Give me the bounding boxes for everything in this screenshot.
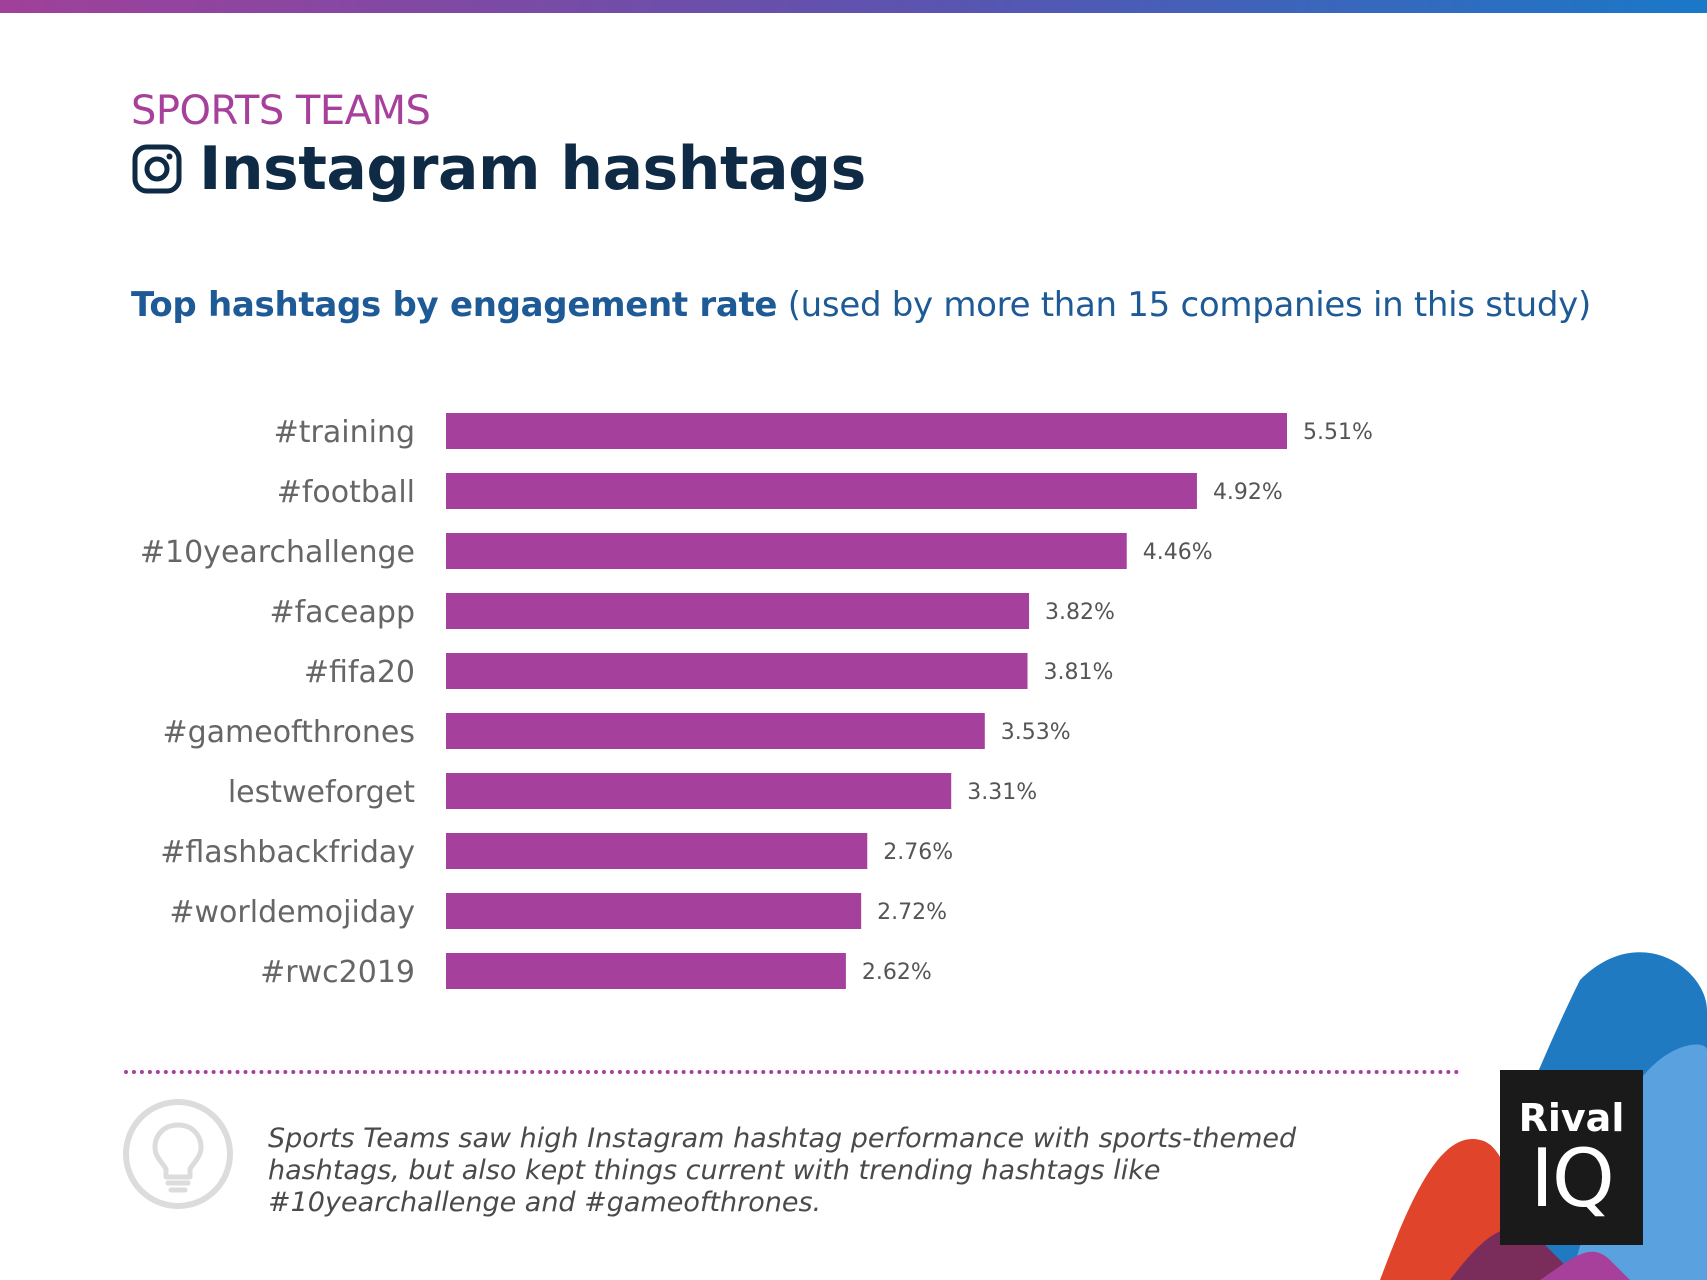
- value-label: 2.62%: [862, 960, 932, 985]
- dotted-divider: [124, 1070, 1460, 1074]
- category-label: #fifa20: [304, 655, 415, 690]
- category-label: #football: [277, 475, 415, 510]
- bar: [446, 833, 868, 869]
- subtitle-rest: (used by more than 15 companies in this …: [777, 285, 1592, 325]
- category-label: #10yearchallenge: [140, 535, 415, 570]
- chart-subtitle: Top hashtags by engagement rate (used by…: [131, 285, 1591, 325]
- category-label: #training: [274, 415, 415, 450]
- value-label: 4.92%: [1213, 480, 1283, 505]
- value-label: 5.51%: [1303, 420, 1373, 445]
- value-label: 3.53%: [1001, 720, 1071, 745]
- logo-line2: IQ: [1530, 1132, 1615, 1225]
- bar: [446, 533, 1127, 569]
- bar: [446, 893, 862, 929]
- category-label: #rwc2019: [260, 955, 415, 990]
- category-label: #worldemojiday: [169, 895, 415, 930]
- value-label: 2.72%: [877, 900, 947, 925]
- lightbulb-icon: [123, 1099, 233, 1209]
- value-label: 4.46%: [1143, 540, 1213, 565]
- bar: [446, 773, 952, 809]
- bar: [446, 713, 985, 749]
- value-label: 2.76%: [883, 840, 953, 865]
- bar-chart: #training 5.51% #football 4.92% #10yearchall…: [140, 413, 1373, 990]
- bar: [446, 473, 1197, 509]
- subtitle-bold: Top hashtags by engagement rate: [131, 285, 778, 325]
- rival-iq-logo: Rival IQ: [1500, 1070, 1643, 1245]
- bar: [446, 413, 1287, 449]
- logo-line1: Rival: [1518, 1096, 1625, 1140]
- bar: [446, 953, 846, 989]
- title-row: Instagram hashtags: [131, 134, 866, 204]
- category-label: lestweforget: [228, 775, 415, 810]
- category-eyebrow: SPORTS TEAMS: [131, 88, 431, 134]
- instagram-icon: [132, 144, 182, 194]
- insight-note: Sports Teams saw high Instagram hashtag …: [268, 1123, 1297, 1218]
- category-label: #flashbackfriday: [160, 835, 415, 870]
- value-label: 3.81%: [1044, 660, 1114, 685]
- page-title: Instagram hashtags: [199, 134, 866, 204]
- top-gradient-bar: [0, 0, 1707, 13]
- value-label: 3.31%: [967, 780, 1037, 805]
- bar: [446, 653, 1028, 689]
- category-label: #faceapp: [269, 595, 415, 630]
- category-label: #gameofthrones: [162, 715, 415, 750]
- value-label: 3.82%: [1045, 600, 1115, 625]
- bar: [446, 593, 1030, 629]
